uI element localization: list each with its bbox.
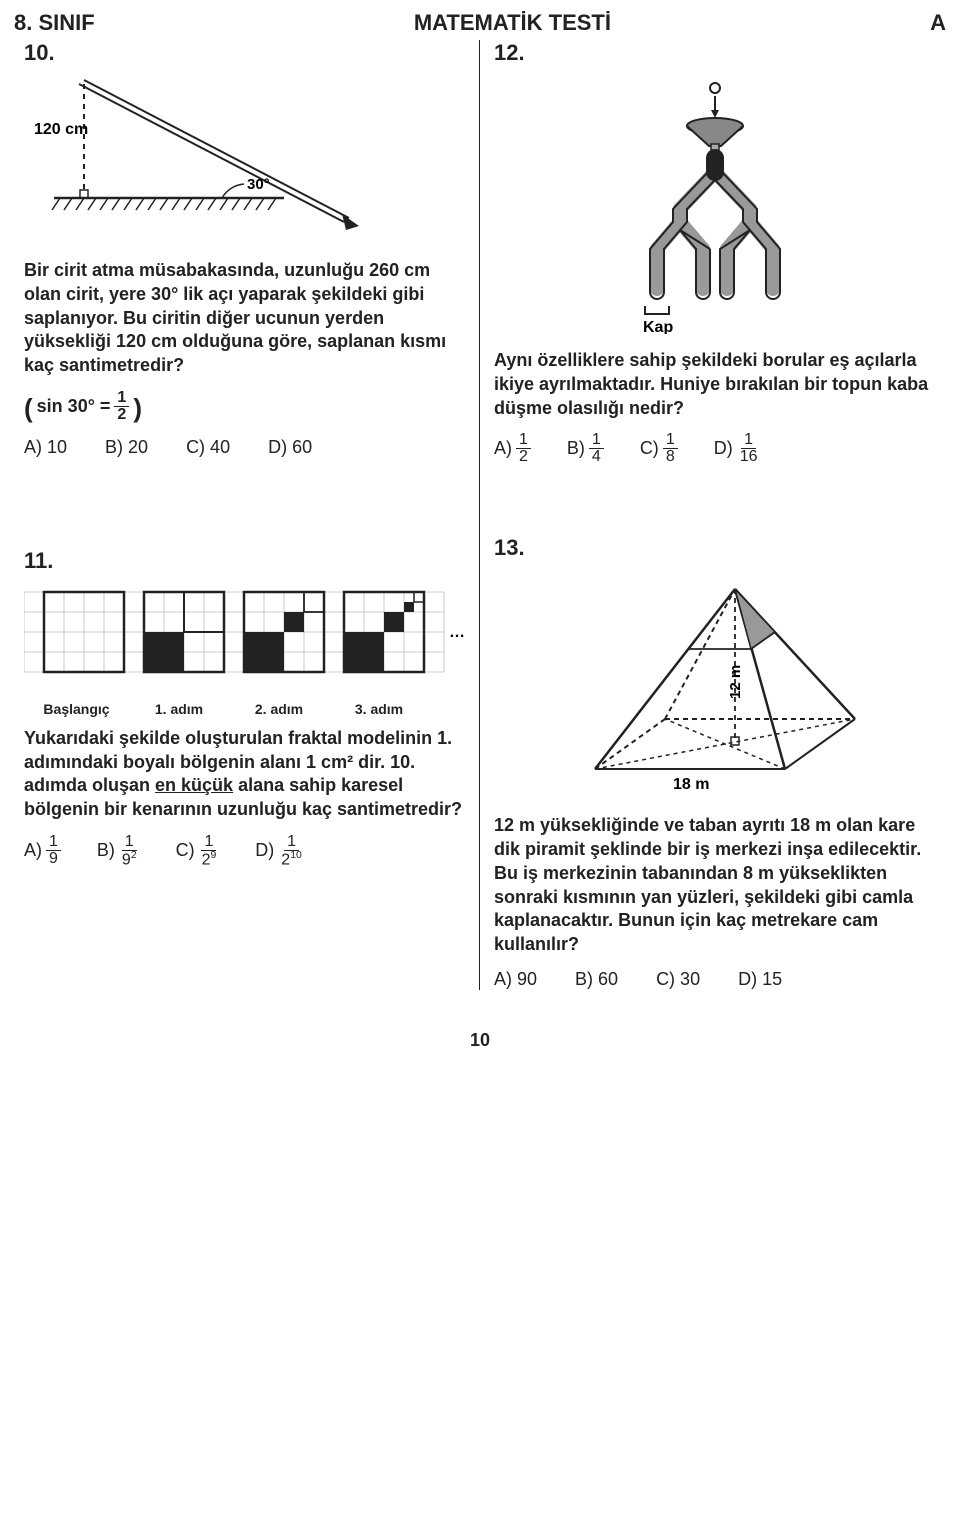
q11-choice-d[interactable]: D) 1210 [255, 834, 304, 868]
q10-choice-d[interactable]: D) 60 [268, 437, 312, 458]
q12-choices: A) 12 B) 14 C) 18 D) 116 [494, 432, 936, 465]
question-13: 13. [494, 535, 936, 990]
grade-label: 8. SINIF [14, 10, 95, 36]
test-title: MATEMATİK TESTİ [414, 10, 611, 36]
q13-choices: A) 90 B) 60 C) 30 D) 15 [494, 969, 936, 990]
q13-choice-d[interactable]: D) 15 [738, 969, 782, 990]
q12-choice-c[interactable]: C) 18 [640, 432, 678, 465]
q10-figure: 30° 120 cm [24, 74, 465, 249]
q12-choice-a[interactable]: A) 12 [494, 432, 531, 465]
q11-choice-b[interactable]: B) 192 [97, 834, 140, 868]
q12-choice-d[interactable]: D) 116 [714, 432, 761, 465]
right-column: 12. [480, 40, 950, 990]
q13-number: 13. [494, 535, 936, 561]
q11-text: Yukarıdaki şekilde oluşturulan fraktal m… [24, 727, 465, 822]
q11-choice-c[interactable]: C) 129 [176, 834, 220, 868]
q11-choices: A) 19 B) 192 C) 129 D) 1210 [24, 834, 465, 868]
q12-number: 12. [494, 40, 936, 66]
q10-sin-expr: ( sin 30° = 12 ) [24, 390, 465, 423]
q10-choice-c[interactable]: C) 40 [186, 437, 230, 458]
q12-choice-b[interactable]: B) 14 [567, 432, 604, 465]
q10-choice-a[interactable]: A) 10 [24, 437, 67, 458]
svg-text:18 m: 18 m [673, 776, 709, 793]
page-header: 8. SINIF MATEMATİK TESTİ A [10, 10, 950, 40]
q13-text: 12 m yüksekliğinde ve taban ayrıtı 18 m … [494, 814, 936, 957]
q10-angle-label: 30° [247, 176, 270, 193]
q10-text: Bir cirit atma müsabakasında, uzunluğu 2… [24, 259, 465, 378]
svg-text:Kap: Kap [643, 319, 673, 334]
q11-step-labels: Başlangıç 1. adım 2. adım 3. adım [24, 701, 465, 717]
question-11: 11. [24, 548, 465, 868]
question-12: 12. [494, 40, 936, 465]
svg-text:…: … [449, 624, 464, 641]
q13-choice-b[interactable]: B) 60 [575, 969, 618, 990]
left-column: 10. [10, 40, 480, 990]
q10-height-label: 120 cm [34, 121, 88, 138]
q11-number: 11. [24, 548, 465, 574]
q10-number: 10. [24, 40, 465, 66]
q10-choices: A) 10 B) 20 C) 40 D) 60 [24, 437, 465, 458]
q12-figure: Kap [494, 74, 936, 339]
svg-text:12 m: 12 m [727, 665, 744, 699]
q13-choice-a[interactable]: A) 90 [494, 969, 537, 990]
q11-choice-a[interactable]: A) 19 [24, 834, 61, 867]
q13-figure: 12 m 18 m [494, 569, 936, 804]
q10-choice-b[interactable]: B) 20 [105, 437, 148, 458]
q12-text: Aynı özelliklere sahip şekildeki borular… [494, 349, 936, 420]
q11-figure: … Başlangıç 1. adım 2. adım 3. adım [24, 582, 465, 717]
question-10: 10. [24, 40, 465, 458]
booklet-letter: A [930, 10, 946, 36]
q13-choice-c[interactable]: C) 30 [656, 969, 700, 990]
page-number: 10 [10, 1030, 950, 1051]
